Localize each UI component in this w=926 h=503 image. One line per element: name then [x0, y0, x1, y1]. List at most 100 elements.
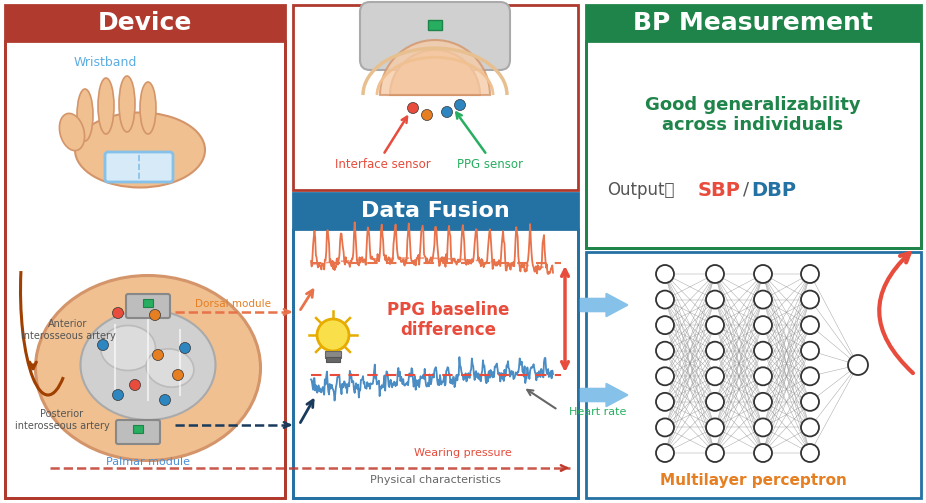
Text: Physical characteristics: Physical characteristics [369, 475, 500, 485]
Circle shape [172, 370, 183, 380]
Bar [586, 252, 921, 498]
FancyBboxPatch shape [126, 294, 170, 318]
Bar [586, 5, 921, 41]
Bar [133, 425, 143, 433]
Circle shape [848, 355, 868, 375]
Text: Data Fusion: Data Fusion [360, 201, 509, 221]
Text: Posterior
interosseous artery: Posterior interosseous artery [15, 409, 109, 431]
Bar [5, 5, 285, 498]
Circle shape [706, 393, 724, 411]
Circle shape [801, 444, 819, 462]
Circle shape [801, 418, 819, 437]
Circle shape [754, 342, 772, 360]
Circle shape [801, 316, 819, 334]
Bar [293, 193, 578, 498]
Bar [5, 5, 285, 41]
Bar [293, 229, 578, 498]
FancyBboxPatch shape [116, 420, 160, 444]
Circle shape [112, 389, 123, 400]
Bar [428, 20, 442, 30]
FancyArrowPatch shape [879, 253, 913, 373]
Circle shape [180, 343, 191, 354]
FancyBboxPatch shape [105, 152, 173, 182]
Circle shape [656, 367, 674, 385]
Circle shape [656, 418, 674, 437]
FancyArrowPatch shape [581, 384, 627, 406]
Circle shape [407, 103, 419, 114]
Ellipse shape [75, 113, 205, 188]
Circle shape [801, 265, 819, 283]
Bar [326, 357, 340, 362]
Text: Device: Device [98, 11, 193, 35]
Circle shape [97, 340, 108, 351]
Ellipse shape [101, 325, 156, 371]
Bar [5, 41, 285, 498]
Circle shape [706, 418, 724, 437]
Text: Multilayer perceptron: Multilayer perceptron [659, 472, 846, 487]
Circle shape [159, 394, 170, 405]
Circle shape [656, 393, 674, 411]
Ellipse shape [77, 89, 93, 141]
Bar [325, 351, 341, 358]
Circle shape [706, 265, 724, 283]
Text: Interface sensor: Interface sensor [335, 158, 431, 172]
Circle shape [754, 367, 772, 385]
Ellipse shape [119, 76, 135, 132]
Circle shape [656, 342, 674, 360]
Circle shape [754, 444, 772, 462]
Circle shape [149, 309, 160, 320]
Circle shape [754, 291, 772, 308]
Wedge shape [390, 50, 480, 95]
Circle shape [656, 265, 674, 283]
Circle shape [754, 316, 772, 334]
Circle shape [801, 393, 819, 411]
Circle shape [442, 107, 453, 118]
Ellipse shape [81, 310, 216, 420]
Circle shape [706, 291, 724, 308]
Text: Output：: Output： [607, 181, 675, 199]
Circle shape [421, 110, 432, 121]
Ellipse shape [146, 349, 194, 387]
Text: PPG sensor: PPG sensor [457, 158, 523, 172]
Circle shape [801, 367, 819, 385]
Text: Palmar module: Palmar module [106, 457, 190, 467]
Circle shape [656, 444, 674, 462]
Circle shape [801, 291, 819, 308]
Circle shape [656, 291, 674, 308]
Bar [586, 5, 921, 248]
Text: Good generalizability
across individuals: Good generalizability across individuals [645, 96, 861, 134]
Ellipse shape [140, 82, 156, 134]
Ellipse shape [98, 78, 114, 134]
Ellipse shape [59, 113, 84, 150]
FancyBboxPatch shape [360, 2, 510, 70]
Text: Wearing pressure: Wearing pressure [414, 448, 512, 458]
Text: SBP: SBP [697, 181, 741, 200]
Text: Heart rate: Heart rate [569, 407, 627, 417]
Bar [293, 5, 578, 190]
Circle shape [754, 393, 772, 411]
Circle shape [112, 307, 123, 318]
Circle shape [706, 342, 724, 360]
Circle shape [706, 444, 724, 462]
Circle shape [130, 379, 141, 390]
Bar [586, 41, 921, 248]
Circle shape [455, 100, 466, 111]
Text: PPG baseline
difference: PPG baseline difference [387, 301, 509, 340]
Text: /: / [743, 181, 749, 199]
Circle shape [754, 418, 772, 437]
Ellipse shape [35, 276, 260, 461]
Text: Wristband: Wristband [73, 55, 137, 68]
Bar [143, 299, 153, 307]
Circle shape [706, 367, 724, 385]
Circle shape [656, 316, 674, 334]
FancyArrowPatch shape [581, 294, 627, 316]
Circle shape [801, 342, 819, 360]
Text: Anterior
interosseous artery: Anterior interosseous artery [20, 319, 116, 341]
Circle shape [754, 265, 772, 283]
Text: BP Measurement: BP Measurement [633, 11, 873, 35]
Circle shape [317, 319, 349, 351]
Text: Dorsal module: Dorsal module [195, 299, 271, 309]
Bar [293, 193, 578, 229]
Circle shape [706, 316, 724, 334]
Circle shape [153, 350, 164, 361]
